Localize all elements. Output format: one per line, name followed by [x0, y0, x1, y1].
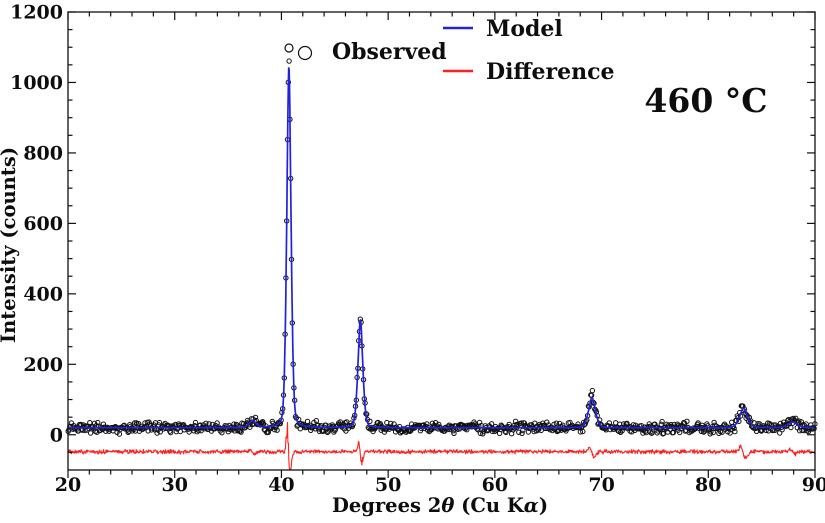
y-tick-label: 600	[23, 213, 63, 235]
observed-point	[520, 427, 526, 434]
observed-marker-icon	[284, 43, 294, 53]
observed-point	[553, 420, 560, 426]
observed-point	[504, 426, 511, 432]
observed-point	[645, 424, 652, 430]
observed-point	[521, 420, 528, 426]
series-layer	[65, 58, 818, 470]
y-tick-label: 0	[50, 424, 63, 446]
legend-label-difference: Difference	[486, 59, 614, 85]
legend-label-model: Model	[486, 16, 563, 42]
observed-point	[488, 421, 495, 427]
observed-point	[796, 418, 802, 424]
legend-label-observed: Observed	[332, 39, 447, 65]
observed-point	[525, 429, 532, 435]
observed-point	[658, 421, 664, 427]
observed-point	[286, 58, 292, 64]
observed-point	[186, 429, 192, 435]
x-axis-title: Degrees 2θ (Cu Kα)	[332, 494, 548, 517]
observed-point	[617, 429, 624, 435]
observed-point	[732, 428, 738, 435]
axes-frame: 20 30 40 50 60 70 80 90 0 200 400 600 800 1000 1200	[10, 2, 825, 497]
observed-point	[544, 419, 550, 425]
observed-point	[237, 428, 244, 434]
observed-point	[710, 429, 716, 436]
y-tick-label: 400	[23, 283, 63, 305]
observed-point	[238, 429, 244, 435]
observed-point	[589, 387, 596, 394]
y-tick-label: 200	[23, 354, 63, 376]
observed-point	[192, 419, 199, 426]
x-tick-label: 70	[588, 474, 614, 496]
observed-point	[258, 420, 264, 426]
observed-point	[377, 421, 384, 427]
observed-point	[793, 415, 799, 421]
observed-point	[727, 430, 733, 436]
x-tick-label: 20	[55, 474, 81, 496]
y-axis-title: Intensity (counts)	[0, 147, 20, 343]
observed-point	[135, 421, 142, 427]
observed-point	[519, 430, 525, 436]
observed-point	[95, 419, 101, 426]
observed-point	[87, 430, 94, 436]
model-series	[67, 67, 816, 429]
difference-series	[67, 421, 816, 470]
observed-point	[156, 419, 163, 426]
y-tick-label: 1000	[10, 72, 63, 94]
observed-point	[157, 429, 164, 435]
observed-point	[518, 420, 524, 426]
observed-point	[684, 418, 690, 424]
x-tick-label: 30	[161, 474, 187, 496]
annotation-temperature: 460 °C	[644, 81, 767, 120]
legend: Observed Model Difference	[284, 16, 614, 85]
observed-point	[78, 421, 84, 428]
observed-point	[451, 430, 457, 436]
observed-point	[801, 427, 807, 434]
observed-point	[711, 419, 717, 426]
observed-point	[145, 428, 151, 434]
x-tick-label: 80	[695, 474, 721, 496]
observed-marker-icon	[297, 45, 313, 61]
x-tick-label: 40	[268, 474, 294, 496]
observed-point	[580, 428, 586, 435]
observed-point	[659, 418, 665, 425]
observed-point	[652, 421, 658, 427]
y-tick-label: 800	[23, 142, 63, 164]
observed-point	[308, 427, 314, 433]
y-tick-label: 1200	[10, 2, 63, 24]
observed-point	[274, 427, 280, 433]
observed-point	[708, 429, 714, 435]
observed-point	[252, 414, 259, 421]
observed-point	[450, 428, 456, 434]
observed-point	[168, 429, 174, 436]
x-tick-label: 60	[482, 474, 508, 496]
x-tick-label: 50	[375, 474, 401, 496]
observed-point	[407, 428, 413, 434]
x-tick-label: 90	[802, 474, 825, 496]
observed-point	[695, 420, 701, 426]
observed-point	[154, 430, 160, 436]
observed-point	[313, 418, 319, 424]
